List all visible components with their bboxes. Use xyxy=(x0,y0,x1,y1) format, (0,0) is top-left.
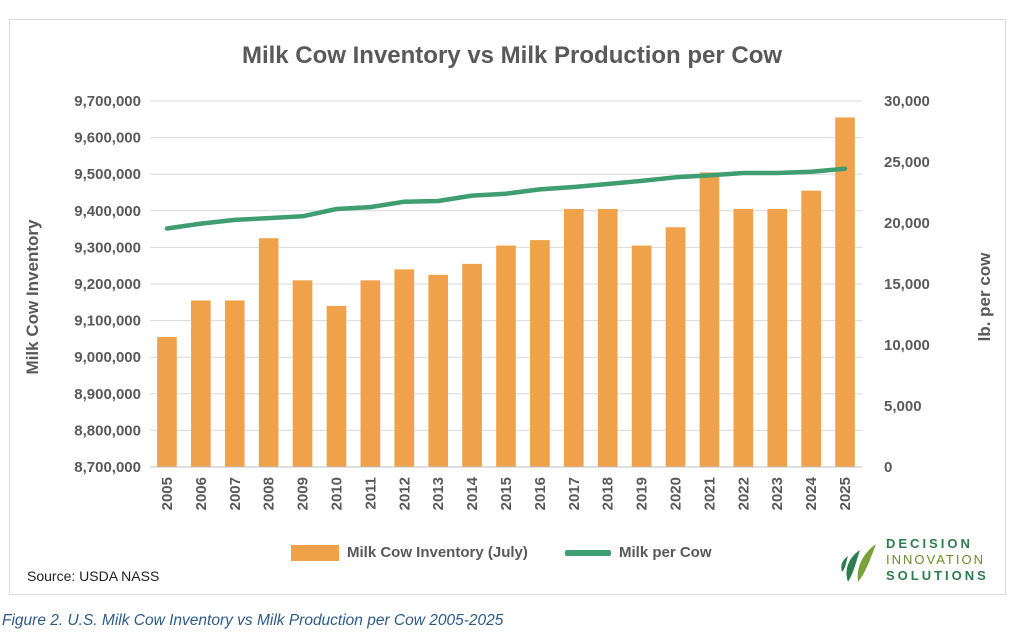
bar xyxy=(360,280,381,467)
x-tick-label: 2006 xyxy=(193,477,210,510)
figure-caption: Figure 2. U.S. Milk Cow Inventory vs Mil… xyxy=(2,612,504,629)
bar xyxy=(631,245,652,467)
y-right-tick-label: 5,000 xyxy=(884,398,922,415)
x-tick-label: 2024 xyxy=(803,476,820,510)
x-tick-label: 2013 xyxy=(430,477,447,510)
x-tick-label: 2010 xyxy=(328,477,345,510)
y-right-tick-label: 30,000 xyxy=(884,93,930,110)
x-tick-label: 2016 xyxy=(532,477,549,510)
legend-item-milk: Milk per Cow xyxy=(565,544,712,561)
y-right-tick-label: 20,000 xyxy=(884,215,930,232)
bar xyxy=(326,305,347,467)
bar xyxy=(428,274,449,467)
bar xyxy=(394,269,415,467)
bar xyxy=(767,208,788,467)
legend-label-inventory: Milk Cow Inventory (July) xyxy=(347,544,528,561)
line-series xyxy=(164,166,848,231)
bar xyxy=(157,337,177,467)
y-left-tick-label: 8,700,000 xyxy=(74,459,141,476)
legend-item-inventory: Milk Cow Inventory (July) xyxy=(291,544,528,561)
x-tick-label: 2022 xyxy=(735,477,752,510)
x-tick-label: 2025 xyxy=(837,477,854,510)
bar xyxy=(258,238,279,467)
bar xyxy=(496,245,516,467)
x-tick-label: 2019 xyxy=(634,477,651,510)
x-tick-label: 2021 xyxy=(701,477,718,510)
y-left-tick-label: 9,700,000 xyxy=(74,93,141,110)
y-left-tick-label: 9,400,000 xyxy=(74,203,141,220)
chart-title: Milk Cow Inventory vs Milk Production pe… xyxy=(241,42,783,69)
y-left-tick-label: 9,200,000 xyxy=(74,276,141,293)
x-tick-label: 2020 xyxy=(668,477,685,510)
x-tick-label: 2011 xyxy=(362,477,379,510)
bar xyxy=(597,208,618,467)
x-tick-label: 2023 xyxy=(769,477,786,510)
y-right-tick-label: 10,000 xyxy=(884,337,930,354)
y-left-tick-label: 9,600,000 xyxy=(74,130,141,147)
bar xyxy=(665,227,686,467)
legend-label-milk: Milk per Cow xyxy=(619,544,712,561)
bar xyxy=(462,263,482,467)
bar xyxy=(292,280,313,467)
x-tick-label: 2008 xyxy=(261,477,278,510)
bar xyxy=(191,300,211,467)
x-tick-label: 2017 xyxy=(566,477,583,510)
bar-series xyxy=(157,117,855,468)
bar xyxy=(733,208,754,467)
source-note: Source: USDA NASS xyxy=(27,568,160,584)
y-left-tick-label: 9,300,000 xyxy=(74,239,141,256)
y-left-tick-label: 9,000,000 xyxy=(74,349,141,366)
legend-swatch-line xyxy=(565,549,611,556)
y-left-tick-label: 9,500,000 xyxy=(74,166,141,183)
bar xyxy=(563,208,584,467)
logo-text-line2: INNOVATION xyxy=(886,552,985,567)
y-right-tick-label: 0 xyxy=(884,459,892,476)
y-right-tick-label: 15,000 xyxy=(884,276,930,293)
bar xyxy=(530,240,550,467)
bar xyxy=(699,172,720,467)
axes: 8,700,000 8,800,000 8,900,000 9,000,000 9,10… xyxy=(74,93,930,510)
bar xyxy=(224,300,245,467)
bar xyxy=(835,117,855,467)
legend-swatch-bar xyxy=(291,544,339,561)
x-tick-label: 2012 xyxy=(396,477,413,510)
x-tick-label: 2009 xyxy=(295,477,312,510)
y-axis-right-label: lb. per cow xyxy=(975,252,994,342)
y-left-tick-label: 9,100,000 xyxy=(74,313,141,330)
y-left-tick-label: 8,800,000 xyxy=(74,422,141,439)
x-tick-label: 2007 xyxy=(227,477,244,510)
company-logo: DECISION INNOVATION SOLUTIONS xyxy=(838,536,998,586)
y-axis-left-label: Milk Cow Inventory xyxy=(23,219,42,374)
y-right-tick-label: 25,000 xyxy=(884,154,930,171)
milk-per-cow-line xyxy=(164,166,848,231)
x-tick-label: 2005 xyxy=(159,477,176,510)
x-tick-label: 2014 xyxy=(464,476,481,510)
leaf-logo-icon xyxy=(841,544,876,582)
logo-text-line3: SOLUTIONS xyxy=(886,568,989,583)
y-left-tick-label: 8,900,000 xyxy=(74,386,141,403)
bar xyxy=(801,190,821,468)
x-tick-label: 2015 xyxy=(498,477,515,510)
x-tick-label: 2018 xyxy=(600,477,617,510)
logo-text-line1: DECISION xyxy=(886,536,973,551)
